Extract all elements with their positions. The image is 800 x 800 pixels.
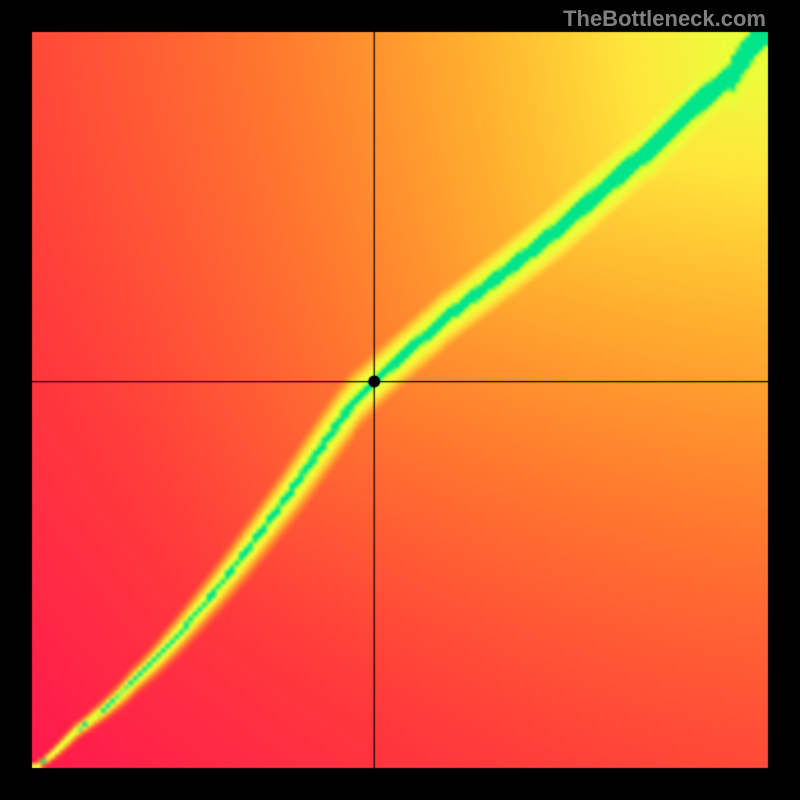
heatmap-canvas [0, 0, 800, 800]
chart-container: TheBottleneck.com [0, 0, 800, 800]
watermark-text: TheBottleneck.com [563, 6, 766, 32]
